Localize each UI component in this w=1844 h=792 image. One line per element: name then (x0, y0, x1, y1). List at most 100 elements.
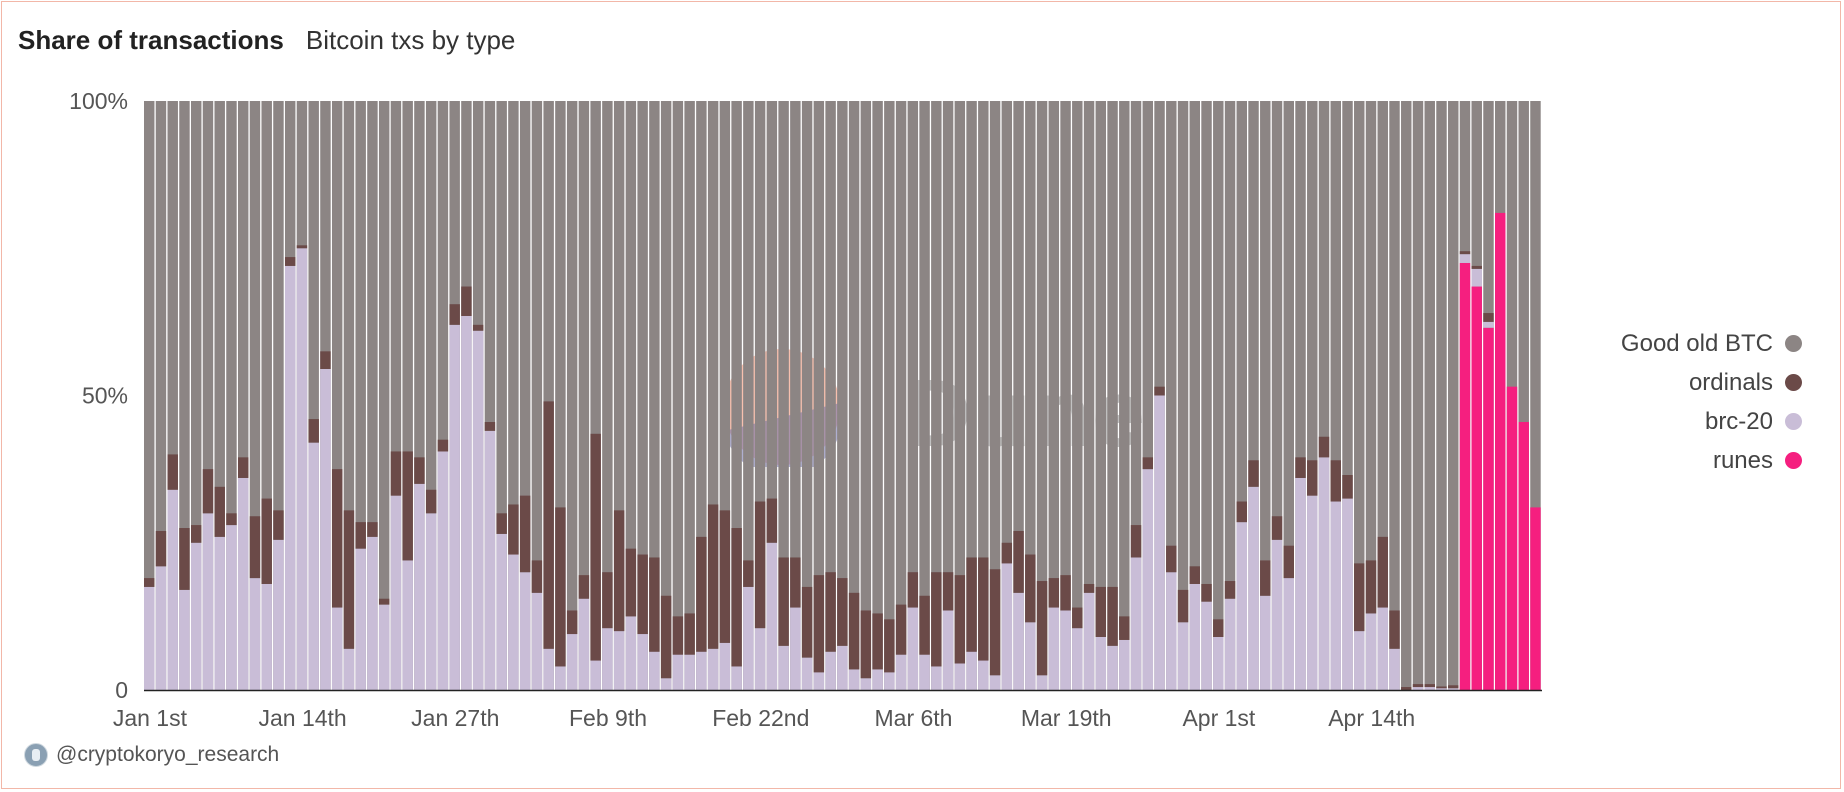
bar-good-old-btc[interactable] (931, 101, 942, 690)
bar-good-old-btc[interactable] (1307, 101, 1318, 690)
bar-good-old-btc[interactable] (848, 101, 860, 690)
bar-brc-20[interactable] (578, 598, 590, 690)
bar-good-old-btc[interactable] (1177, 101, 1189, 690)
bar-good-old-btc[interactable] (907, 101, 919, 690)
bar-good-old-btc[interactable] (1036, 101, 1048, 690)
bar-good-old-btc[interactable] (707, 101, 719, 690)
bar-ordinals[interactable] (1448, 685, 1459, 689)
bar-ordinals[interactable] (907, 572, 919, 608)
bar-good-old-btc[interactable] (214, 101, 225, 690)
bar-brc-20[interactable] (1283, 578, 1294, 690)
bar-runes[interactable] (1518, 422, 1529, 690)
bar-brc-20[interactable] (402, 560, 413, 690)
bar-ordinals[interactable] (895, 604, 907, 655)
bar-runes[interactable] (1506, 386, 1518, 690)
bar-ordinals[interactable] (461, 286, 472, 316)
bar-ordinals[interactable] (989, 569, 1001, 676)
bar-brc-20[interactable] (461, 315, 472, 690)
bar-brc-20[interactable] (214, 536, 225, 690)
bar-good-old-btc[interactable] (1318, 101, 1330, 690)
bar-good-old-btc[interactable] (754, 101, 766, 690)
bar-ordinals[interactable] (531, 560, 543, 593)
bar-good-old-btc[interactable] (202, 101, 214, 690)
bar-brc-20[interactable] (790, 607, 801, 690)
bar-ordinals[interactable] (1377, 536, 1388, 608)
bar-ordinals[interactable] (1342, 475, 1353, 499)
bar-brc-20[interactable] (343, 648, 355, 690)
bar-brc-20[interactable] (390, 495, 402, 690)
bar-good-old-btc[interactable] (966, 101, 977, 690)
bar-good-old-btc[interactable] (837, 101, 848, 690)
bar-ordinals[interactable] (660, 595, 672, 679)
bar-ordinals[interactable] (1354, 563, 1365, 632)
bar-brc-20[interactable] (543, 648, 554, 690)
bar-good-old-btc[interactable] (508, 101, 519, 690)
bar-good-old-btc[interactable] (578, 101, 590, 690)
bar-ordinals[interactable] (813, 575, 825, 673)
bar-good-old-btc[interactable] (672, 101, 684, 690)
bar-good-old-btc[interactable] (637, 101, 648, 690)
bar-brc-20[interactable] (1448, 688, 1459, 690)
bar-ordinals[interactable] (872, 613, 883, 670)
bar-ordinals[interactable] (202, 469, 214, 514)
bar-good-old-btc[interactable] (331, 101, 343, 690)
bar-ordinals[interactable] (367, 522, 378, 537)
bar-brc-20[interactable] (449, 324, 460, 690)
bar-brc-20[interactable] (1060, 610, 1071, 690)
bar-good-old-btc[interactable] (1025, 101, 1036, 690)
bar-ordinals[interactable] (472, 324, 484, 331)
bar-ordinals[interactable] (1025, 554, 1036, 623)
bar-ordinals[interactable] (249, 516, 261, 579)
bar-brc-20[interactable] (884, 672, 895, 690)
bar-ordinals[interactable] (179, 528, 190, 590)
bar-brc-20[interactable] (872, 669, 883, 690)
bar-good-old-btc[interactable] (1224, 101, 1236, 690)
bar-ordinals[interactable] (1248, 460, 1259, 487)
bar-brc-20[interactable] (1377, 607, 1388, 690)
bar-ordinals[interactable] (1083, 583, 1095, 593)
bar-brc-20[interactable] (331, 607, 343, 690)
bar-brc-20[interactable] (660, 678, 672, 690)
bar-ordinals[interactable] (1142, 457, 1154, 470)
bar-good-old-btc[interactable] (496, 101, 507, 690)
bar-brc-20[interactable] (801, 657, 813, 690)
bar-ordinals[interactable] (1365, 560, 1377, 614)
bar-brc-20[interactable] (602, 628, 613, 690)
bar-good-old-btc[interactable] (1201, 101, 1212, 690)
bar-ordinals[interactable] (931, 572, 942, 667)
bar-good-old-btc[interactable] (919, 101, 930, 690)
bar-ordinals[interactable] (1295, 457, 1306, 478)
bar-ordinals[interactable] (167, 454, 178, 490)
bar-brc-20[interactable] (1436, 688, 1447, 690)
bar-good-old-btc[interactable] (1424, 101, 1435, 690)
bar-brc-20[interactable] (1142, 469, 1154, 691)
bar-ordinals[interactable] (602, 572, 613, 629)
bar-brc-20[interactable] (625, 616, 637, 691)
bar-brc-20[interactable] (284, 265, 296, 690)
bar-good-old-btc[interactable] (531, 101, 543, 690)
bar-good-old-btc[interactable] (625, 101, 637, 690)
bar-brc-20[interactable] (825, 651, 836, 690)
bar-ordinals[interactable] (1048, 578, 1060, 608)
bar-good-old-btc[interactable] (1389, 101, 1400, 690)
legend-item[interactable]: ordinals (1621, 363, 1802, 402)
bar-good-old-btc[interactable] (555, 101, 566, 690)
bar-brc-20[interactable] (1095, 636, 1107, 690)
bar-brc-20[interactable] (144, 586, 155, 690)
bar-brc-20[interactable] (989, 675, 1001, 690)
bar-good-old-btc[interactable] (1401, 101, 1412, 690)
bar-ordinals[interactable] (1483, 313, 1494, 322)
bar-good-old-btc[interactable] (743, 101, 754, 690)
bar-good-old-btc[interactable] (1107, 101, 1118, 690)
bar-ordinals[interactable] (1330, 460, 1341, 502)
bar-good-old-btc[interactable] (813, 101, 825, 690)
bar-good-old-btc[interactable] (1095, 101, 1107, 690)
bar-good-old-btc[interactable] (249, 101, 261, 690)
bar-ordinals[interactable] (1107, 586, 1118, 646)
bar-brc-20[interactable] (613, 631, 625, 690)
bar-good-old-btc[interactable] (1189, 101, 1201, 690)
bar-runes[interactable] (1459, 262, 1471, 690)
bar-brc-20[interactable] (919, 654, 930, 690)
bar-brc-20[interactable] (437, 451, 449, 690)
bar-brc-20[interactable] (1318, 457, 1330, 690)
